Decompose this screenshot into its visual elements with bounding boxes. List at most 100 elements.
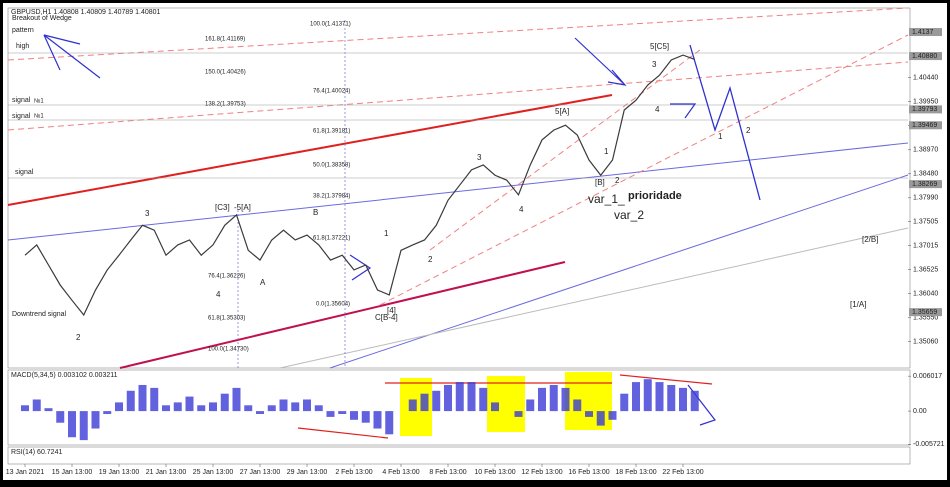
annotation: pattern bbox=[12, 27, 34, 34]
macd-bar bbox=[573, 399, 582, 412]
macd-bar bbox=[549, 384, 558, 412]
x-tick-label: 22 Feb 13:00 bbox=[662, 469, 703, 476]
y-tick-label: -0.005721 bbox=[913, 441, 945, 448]
macd-bar bbox=[303, 399, 311, 412]
x-tick-label: 15 Jan 13:00 bbox=[52, 469, 93, 476]
macd-bar bbox=[68, 411, 76, 438]
y-tick-label: 1.40440 bbox=[913, 74, 938, 81]
macd-bar bbox=[279, 399, 288, 412]
annotation: №1 bbox=[34, 98, 44, 105]
annotation: 1 bbox=[604, 147, 609, 156]
annotation: 161.8(1.41169) bbox=[205, 37, 245, 43]
macd-bar bbox=[667, 384, 676, 412]
annotation: 5[A] bbox=[555, 107, 569, 116]
annotation: [C3] bbox=[215, 203, 230, 212]
price-line bbox=[24, 54, 695, 317]
level-label: 1.35659 bbox=[912, 309, 937, 316]
x-tick-label: 13 Jan 2021 bbox=[6, 469, 45, 476]
x-tick-label: 2 Feb 13:00 bbox=[335, 469, 372, 476]
macd-bar bbox=[232, 387, 241, 412]
level-label: 1.38269 bbox=[912, 181, 937, 188]
annotation: №1 bbox=[34, 113, 44, 120]
annotation: 4 bbox=[216, 290, 221, 299]
macd-bar bbox=[32, 399, 41, 412]
y-tick-label: 0.006017 bbox=[913, 373, 942, 380]
macd-bar bbox=[491, 402, 499, 412]
annotation: 76.4(1.36226) bbox=[208, 274, 245, 280]
rsi-panel bbox=[7, 446, 911, 465]
level-marker bbox=[909, 105, 942, 114]
annotation: 1 bbox=[384, 229, 389, 238]
macd-bar bbox=[103, 411, 112, 415]
rsi-title: RSI(14) 60.7241 bbox=[11, 449, 62, 456]
annotation: 100.0(1.41371) bbox=[310, 22, 351, 28]
level-marker bbox=[909, 52, 942, 61]
macd-bar bbox=[408, 399, 417, 412]
x-tick-label: 10 Feb 13:00 bbox=[474, 469, 515, 476]
macd-bar bbox=[385, 411, 394, 435]
x-tick-label: 27 Jan 13:00 bbox=[240, 469, 281, 476]
y-tick-label: 1.38480 bbox=[913, 171, 938, 178]
macd-bar bbox=[432, 390, 441, 412]
annotation: 150.0(1.40426) bbox=[205, 70, 246, 76]
level-label: 1.40880 bbox=[912, 53, 937, 60]
y-tick-label: 0.00 bbox=[913, 408, 927, 415]
annotation: 3 bbox=[145, 209, 150, 218]
macd-bar bbox=[632, 382, 640, 412]
trend-lines bbox=[7, 7, 909, 439]
annotation: signal bbox=[12, 113, 31, 120]
annotation: C[B-4] bbox=[375, 313, 398, 322]
macd-bar bbox=[138, 384, 147, 412]
annotation: Downtrend signal bbox=[12, 311, 67, 318]
macd-bar bbox=[314, 405, 323, 412]
x-tick-label: 29 Jan 13:00 bbox=[287, 469, 328, 476]
annotation: [2/B] bbox=[862, 235, 878, 244]
macd-bar bbox=[444, 384, 452, 412]
macd-bar bbox=[267, 405, 276, 412]
annotation: [B] bbox=[595, 178, 605, 187]
y-tick-label: 1.38970 bbox=[913, 147, 938, 154]
macd-bar bbox=[91, 411, 100, 429]
macd-bar bbox=[373, 411, 382, 429]
macd-bar bbox=[326, 411, 335, 417]
annotation: 0.0(1.35604) bbox=[316, 302, 350, 308]
macd-bar bbox=[420, 393, 429, 412]
macd-bar bbox=[350, 411, 358, 420]
x-tick-label: 4 Feb 13:00 bbox=[382, 469, 419, 476]
x-tick-label: 12 Feb 13:00 bbox=[521, 469, 562, 476]
annotation: 2 bbox=[76, 333, 81, 342]
macd-bar bbox=[209, 402, 217, 412]
x-tick-label: 19 Jan 13:00 bbox=[99, 469, 140, 476]
macd-bar bbox=[291, 402, 300, 412]
macd-bar bbox=[514, 411, 523, 417]
level-marker bbox=[909, 308, 942, 317]
annotation: 2 bbox=[615, 176, 620, 185]
macd-title: MACD(5,34,5) 0.003102 0.003211 bbox=[11, 372, 118, 379]
macd-bar bbox=[596, 411, 605, 426]
macd-bar bbox=[126, 390, 135, 412]
annotation: 38.2(1.37984) bbox=[313, 194, 350, 200]
x-tick-label: 25 Jan 13:00 bbox=[193, 469, 234, 476]
level-marker bbox=[909, 28, 942, 37]
y-tick-label: 1.37015 bbox=[913, 242, 938, 249]
annotation: signal bbox=[12, 97, 31, 104]
macd-bar bbox=[44, 408, 53, 412]
macd-bar bbox=[455, 382, 464, 412]
annotation: 2 bbox=[746, 126, 751, 135]
annotation: [1/A] bbox=[850, 300, 866, 309]
level-marker bbox=[909, 180, 942, 189]
annotation: B bbox=[313, 208, 318, 217]
annotation: 4 bbox=[655, 105, 660, 114]
macd-bar bbox=[220, 393, 229, 412]
annotation: prioridade bbox=[628, 190, 682, 202]
macd-bar bbox=[561, 387, 570, 412]
macd-bar bbox=[256, 411, 264, 415]
price-panel bbox=[7, 7, 911, 369]
y-tick-label: 1.37505 bbox=[913, 218, 938, 225]
macd-bar bbox=[79, 411, 88, 441]
macd-bar bbox=[608, 411, 617, 420]
annotation: A bbox=[260, 278, 266, 287]
annotation: 5[C5] bbox=[650, 42, 669, 51]
annotation: 2 bbox=[428, 255, 433, 264]
